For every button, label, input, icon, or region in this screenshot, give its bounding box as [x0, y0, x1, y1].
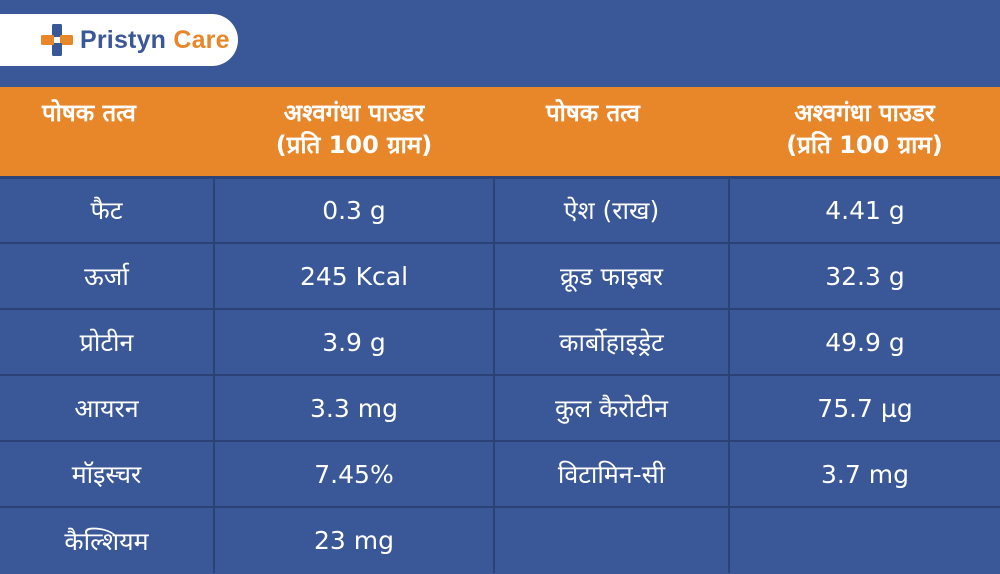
nutrient-value: 3.7 mg — [729, 441, 1000, 508]
nutrient-value: 0.3 g — [214, 177, 495, 244]
nutrient-name: कार्बोहाइड्रेट — [494, 309, 730, 376]
nutrient-value: 32.3 g — [729, 243, 1000, 310]
nutrient-name — [494, 507, 730, 573]
nutrient-value: 4.41 g — [729, 177, 1000, 244]
header-powder-1: अश्वगंधा पाउडर (प्रति 100 ग्राम) — [214, 87, 494, 179]
header-nutrient-1: पोषक तत्व — [0, 87, 214, 179]
nutrient-name: विटामिन-सी — [494, 441, 730, 508]
table-row: फैट 0.3 g ऐश (राख) 4.41 g — [0, 177, 1000, 244]
nutrient-name: कैल्शियम — [0, 507, 215, 573]
nutrient-value: 3.3 mg — [214, 375, 495, 442]
nutrient-name: फैट — [0, 177, 215, 244]
table-header: पोषक तत्व अश्वगंधा पाउडर (प्रति 100 ग्रा… — [0, 87, 1000, 179]
nutrient-value — [729, 507, 1000, 573]
nutrient-value: 3.9 g — [214, 309, 495, 376]
nutrient-name: क्रूड फाइबर — [494, 243, 730, 310]
nutrient-value: 23 mg — [214, 507, 495, 573]
brand-name: Pristyn Care — [80, 26, 230, 55]
nutrient-value: 49.9 g — [729, 309, 1000, 376]
table-row: मॉइस्चर 7.45% विटामिन-सी 3.7 mg — [0, 441, 1000, 508]
nutrient-name: ऊर्जा — [0, 243, 215, 310]
table-body: फैट 0.3 g ऐश (राख) 4.41 g ऊर्जा 245 Kcal… — [0, 177, 1000, 573]
table-row: आयरन 3.3 mg कुल कैरोटीन 75.7 µg — [0, 375, 1000, 442]
header-powder-2: अश्वगंधा पाउडर (प्रति 100 ग्राम) — [729, 87, 1000, 179]
nutrient-value: 7.45% — [214, 441, 495, 508]
table-row: प्रोटीन 3.9 g कार्बोहाइड्रेट 49.9 g — [0, 309, 1000, 376]
brand-name-part1: Pristyn — [80, 25, 167, 54]
table-row: कैल्शियम 23 mg — [0, 507, 1000, 573]
medical-cross-icon — [41, 24, 73, 56]
header-nutrient-2: पोषक तत्व — [494, 87, 729, 179]
nutrient-name: मॉइस्चर — [0, 441, 215, 508]
nutrient-name: कुल कैरोटीन — [494, 375, 730, 442]
brand-name-part2: Care — [173, 25, 230, 54]
table-row: ऊर्जा 245 Kcal क्रूड फाइबर 32.3 g — [0, 243, 1000, 310]
nutrient-value: 75.7 µg — [729, 375, 1000, 442]
nutrient-name: आयरन — [0, 375, 215, 442]
nutrient-name: ऐश (राख) — [494, 177, 730, 244]
nutrient-name: प्रोटीन — [0, 309, 215, 376]
brand-logo: Pristyn Care — [0, 14, 238, 66]
nutrient-value: 245 Kcal — [214, 243, 495, 310]
nutrition-table: पोषक तत्व अश्वगंधा पाउडर (प्रति 100 ग्रा… — [0, 87, 1000, 573]
